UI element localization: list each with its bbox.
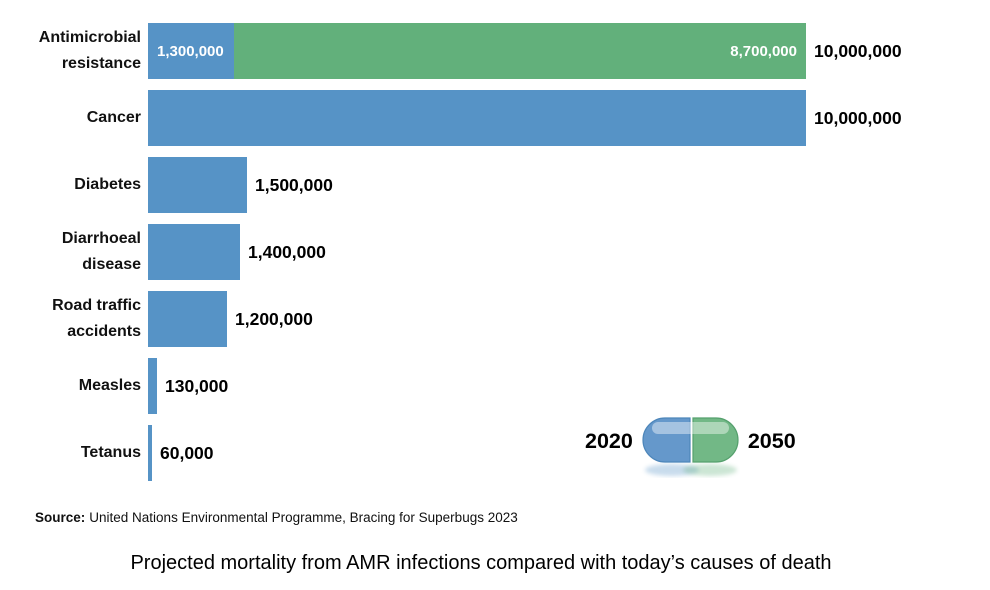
bar-outside-value: 1,400,000 <box>248 241 326 262</box>
bar-segment-2020 <box>148 425 152 481</box>
pill-2050-half <box>692 417 739 463</box>
bar-row: Cancer 10,000,000 <box>0 90 990 146</box>
bar-label: Antimicrobial resistance <box>38 29 141 72</box>
bar-track: 10,000,000 <box>148 90 990 146</box>
bar-outside-value: 1,200,000 <box>235 308 313 329</box>
legend-label-2020: 2020 <box>585 429 633 453</box>
bar-segment-2050: 8,700,000 <box>234 23 806 79</box>
chart-legend: 2020 2050 <box>585 416 796 478</box>
bar-track: 1,400,000 <box>148 224 990 280</box>
chart-title: Projected mortality from AMR infections … <box>130 552 832 574</box>
bar-outside-value: 10,000,000 <box>814 107 902 128</box>
bar-track: 60,000 <box>148 425 990 481</box>
bar-row: Diabetes 1,500,000 <box>0 157 990 213</box>
bar-chart: Antimicrobial resistance 1,300,000 8,700,0… <box>0 23 990 492</box>
bar-label: Diabetes <box>74 176 141 194</box>
bar-row: Diarrhoeal disease 1,400,000 <box>0 224 990 280</box>
bar-inside-value: 1,300,000 <box>157 42 224 60</box>
bar-outside-value: 10,000,000 <box>814 40 902 61</box>
pill-shadow-right <box>682 464 737 476</box>
source-line: Source: United Nations Environmental Prog… <box>35 510 518 525</box>
pill-capsule-icon <box>642 417 739 476</box>
bar-label: Measles <box>78 377 141 395</box>
bar-row: Antimicrobial resistance 1,300,000 8,700,0… <box>0 23 990 79</box>
bar-outside-value: 130,000 <box>165 375 229 396</box>
pill-gloss-highlight <box>651 422 729 434</box>
bar-inside-value: 8,700,000 <box>730 42 797 60</box>
bar-segment-2020 <box>148 224 240 280</box>
bar-track: 130,000 <box>148 358 990 414</box>
bar-track: 1,500,000 <box>148 157 990 213</box>
bar-segment-2020 <box>148 90 806 146</box>
bar-rows: Antimicrobial resistance 1,300,000 8,700,0… <box>0 23 990 481</box>
bar-track: 1,300,000 8,700,000 10,000,000 <box>148 23 990 79</box>
bar-segment-2020 <box>148 358 157 414</box>
bar-label: Tetanus <box>80 444 141 462</box>
source-label: Source: <box>35 510 86 525</box>
bar-outside-value: 1,500,000 <box>255 174 333 195</box>
legend-label-2050: 2050 <box>747 429 796 453</box>
pill-shadow-left <box>644 464 699 476</box>
pill-2020-half <box>642 417 691 463</box>
bar-segment-2020 <box>148 157 247 213</box>
bar-label: Cancer <box>86 109 141 127</box>
bar-outside-value: 60,000 <box>160 442 214 463</box>
bar-track: 1,200,000 <box>148 291 990 347</box>
bar-label: Diarrhoeal disease <box>61 230 141 273</box>
source-text: United Nations Environmental Programme, … <box>89 510 518 525</box>
bar-row: Road traffic accidents 1,200,000 <box>0 291 990 347</box>
bar-segment-2020 <box>148 291 227 347</box>
bar-row: Tetanus 60,000 <box>0 425 990 481</box>
bar-row: Measles 130,000 <box>0 358 990 414</box>
bar-segment-2020: 1,300,000 <box>148 23 234 79</box>
bar-label: Road traffic accidents <box>52 297 141 340</box>
